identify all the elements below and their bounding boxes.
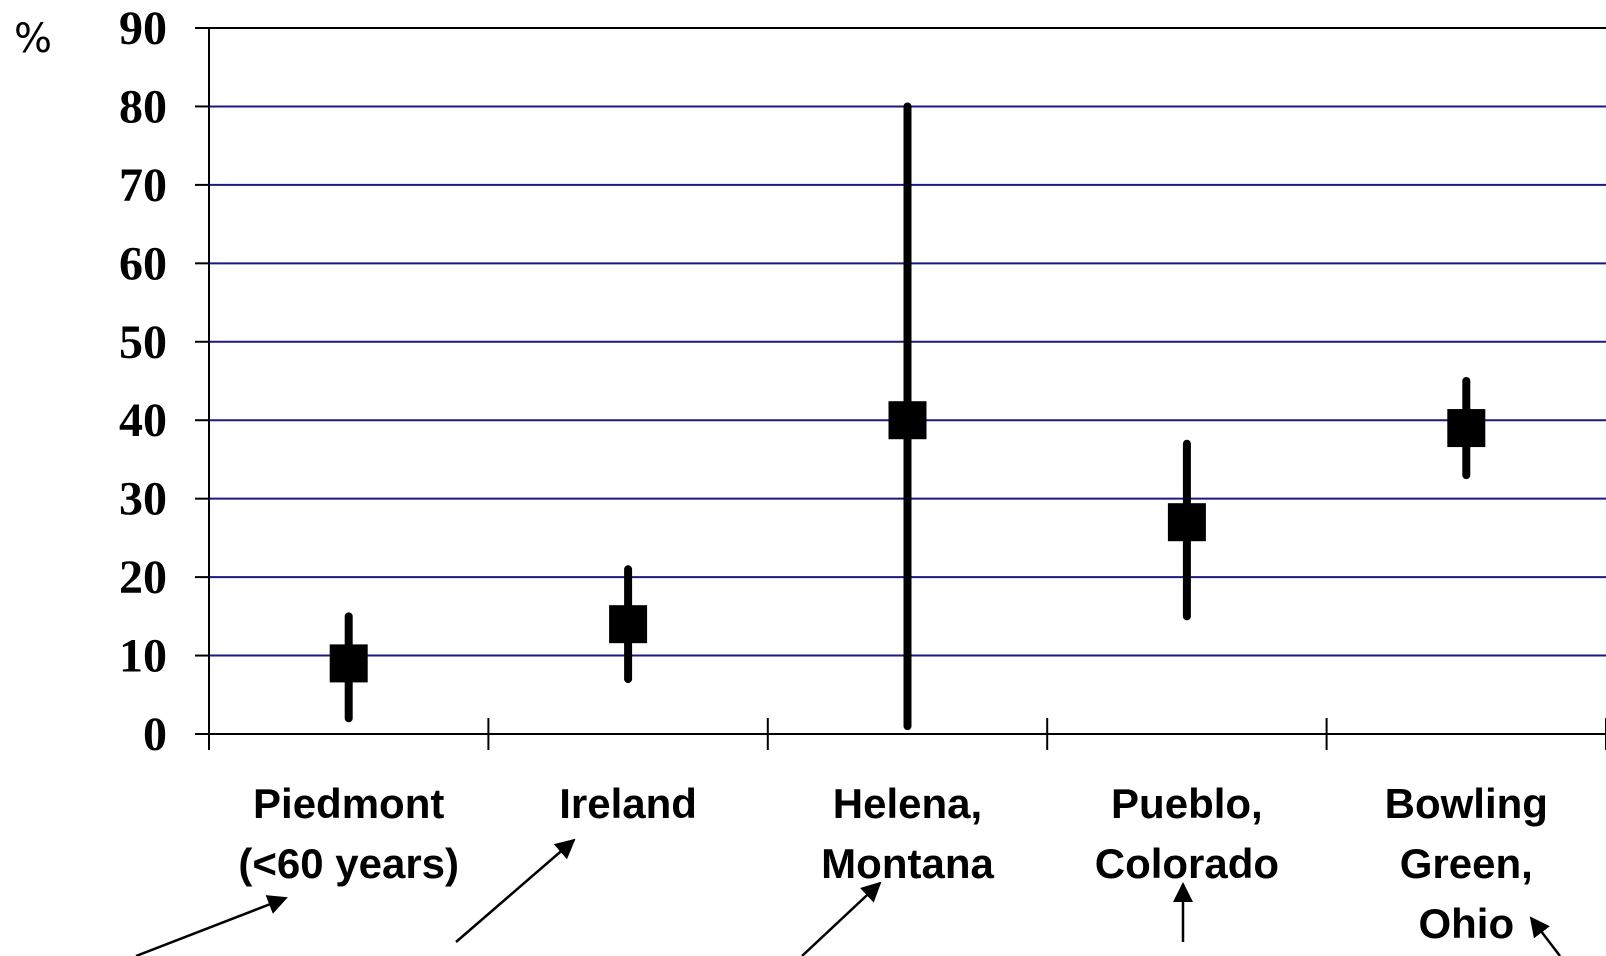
y-tick-label: 40	[119, 394, 167, 447]
x-category-label: Green,	[1400, 840, 1533, 887]
data-points	[329, 401, 1486, 683]
annotation-arrows	[135, 838, 1561, 956]
annotation-arrow-1	[135, 895, 288, 956]
x-category-label: Colorado	[1095, 840, 1279, 887]
annotation-arrow-5	[1529, 916, 1561, 956]
y-tick-label: 90	[119, 2, 167, 55]
x-category-label: Ohio	[1418, 900, 1514, 947]
x-category-label: Helena,	[833, 780, 982, 827]
axes	[195, 27, 1606, 750]
y-tick-label: 80	[119, 80, 167, 133]
x-category-label: Bowling	[1385, 780, 1548, 827]
x-category-label: Piedmont	[253, 780, 444, 827]
y-tick-labels: 0 10 20 30 40 50 60 70 80 90	[119, 2, 167, 761]
y-tick-label: 50	[119, 316, 167, 369]
y-tick-label: 70	[119, 159, 167, 212]
data-point	[1167, 503, 1206, 542]
x-category-labels: Piedmont (<60 years) Ireland Helena, Montana…	[238, 780, 1548, 947]
data-point	[609, 605, 648, 644]
x-category-label: Montana	[821, 840, 994, 887]
y-tick-label: 30	[119, 473, 167, 526]
y-tick-label: 10	[119, 630, 167, 683]
y-unit-label: %	[14, 16, 52, 62]
annotation-arrow-3	[801, 881, 882, 956]
y-tick-label: 0	[143, 708, 167, 761]
x-category-label: (<60 years)	[238, 840, 459, 887]
data-point	[329, 644, 368, 683]
x-category-label: Pueblo,	[1111, 780, 1263, 827]
x-category-label: Ireland	[559, 780, 697, 827]
y-tick-label: 60	[119, 237, 167, 290]
y-tick-label: 20	[119, 551, 167, 604]
data-point	[888, 401, 927, 440]
data-point	[1447, 409, 1486, 448]
annotation-arrow-2	[455, 838, 576, 943]
